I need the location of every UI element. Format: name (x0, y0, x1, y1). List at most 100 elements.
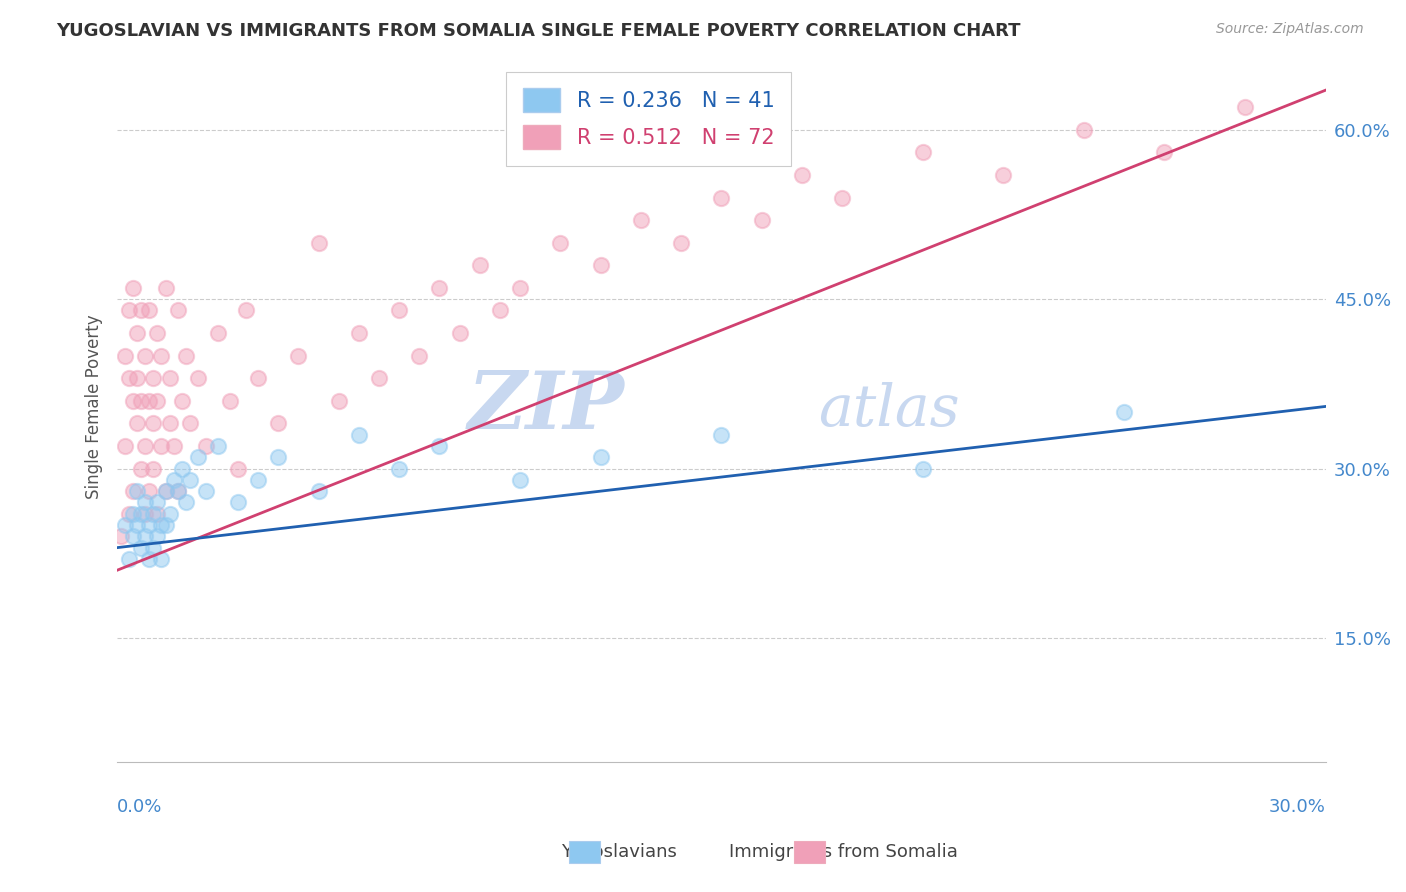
Point (127, 518, 149, 533)
Point (489, 303, 512, 318)
Point (247, 473, 270, 487)
Point (219, 393, 242, 408)
Point (429, 439, 451, 453)
Point (118, 371, 141, 385)
Point (170, 393, 193, 408)
Point (267, 417, 290, 431)
Point (131, 507, 153, 521)
Point (1233, 100, 1256, 114)
Point (134, 507, 156, 521)
Point (150, 349, 173, 363)
Point (138, 518, 160, 533)
Y-axis label: Single Female Poverty: Single Female Poverty (86, 314, 103, 499)
Point (235, 303, 257, 318)
Point (247, 371, 270, 385)
Point (308, 235, 330, 250)
Point (150, 552, 173, 566)
Text: Immigrants from Somalia: Immigrants from Somalia (730, 843, 957, 861)
Point (138, 393, 160, 408)
Point (308, 484, 330, 499)
Point (131, 461, 153, 475)
Point (179, 417, 201, 431)
Point (449, 326, 471, 340)
Point (122, 393, 145, 408)
Point (911, 145, 934, 160)
Point (142, 371, 165, 385)
Point (911, 461, 934, 475)
Point (751, 213, 773, 227)
Point (114, 439, 136, 453)
Point (1114, 405, 1136, 419)
Point (134, 495, 156, 509)
Text: Yugoslavians: Yugoslavians (561, 843, 676, 861)
Point (174, 495, 197, 509)
Text: YUGOSLAVIAN VS IMMIGRANTS FROM SOMALIA SINGLE FEMALE POVERTY CORRELATION CHART: YUGOSLAVIAN VS IMMIGRANTS FROM SOMALIA S… (56, 22, 1021, 40)
Point (127, 371, 149, 385)
Point (131, 303, 153, 318)
Point (155, 281, 177, 295)
Point (131, 393, 153, 408)
Point (408, 349, 430, 363)
Point (509, 281, 531, 295)
Legend: R = 0.236   N = 41, R = 0.512   N = 72: R = 0.236 N = 41, R = 0.512 N = 72 (506, 71, 792, 166)
Point (146, 507, 169, 521)
Point (114, 518, 136, 533)
Point (174, 349, 197, 363)
Point (993, 168, 1015, 182)
Point (159, 507, 181, 521)
Point (287, 349, 309, 363)
Point (150, 518, 173, 533)
Point (162, 439, 184, 453)
Point (226, 495, 249, 509)
Point (146, 495, 169, 509)
Point (118, 552, 141, 566)
Point (142, 461, 165, 475)
Point (114, 349, 136, 363)
Point (142, 417, 165, 431)
Point (347, 326, 370, 340)
Point (155, 484, 177, 499)
Point (122, 484, 145, 499)
Point (146, 326, 169, 340)
Point (142, 507, 165, 521)
Point (710, 190, 733, 204)
Text: 0.0%: 0.0% (117, 797, 163, 816)
Point (790, 168, 813, 182)
Point (669, 235, 692, 250)
Point (166, 484, 188, 499)
Point (1153, 145, 1175, 160)
Point (170, 461, 193, 475)
Point (122, 529, 145, 543)
Point (548, 235, 571, 250)
Point (127, 417, 149, 431)
Point (134, 529, 156, 543)
Point (207, 439, 229, 453)
Point (267, 450, 290, 465)
Point (509, 473, 531, 487)
Point (468, 258, 491, 272)
Text: 30.0%: 30.0% (1268, 797, 1326, 816)
Point (138, 303, 160, 318)
Point (187, 450, 209, 465)
Point (162, 473, 184, 487)
Point (118, 303, 141, 318)
Point (159, 371, 181, 385)
Point (146, 393, 169, 408)
Point (388, 461, 411, 475)
Point (187, 371, 209, 385)
Point (429, 281, 451, 295)
Point (166, 303, 188, 318)
Point (159, 417, 181, 431)
Point (194, 439, 217, 453)
Point (226, 461, 249, 475)
Point (138, 552, 160, 566)
Point (110, 529, 132, 543)
Point (134, 439, 156, 453)
Point (328, 393, 350, 408)
Point (194, 484, 217, 499)
Point (710, 427, 733, 442)
Point (134, 349, 156, 363)
Point (155, 484, 177, 499)
Point (118, 507, 141, 521)
Point (122, 507, 145, 521)
